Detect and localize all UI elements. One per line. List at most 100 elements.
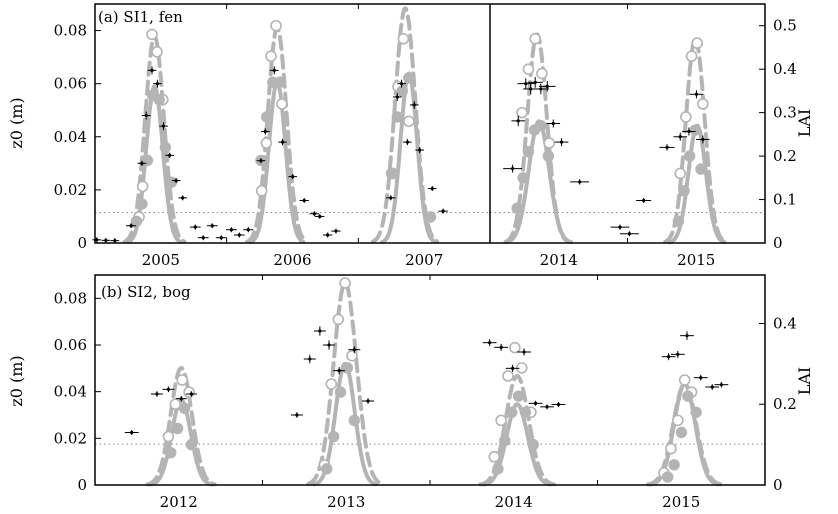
a-seg1-z0-marker-33 <box>412 103 416 107</box>
b-z0-marker-12 <box>488 341 492 345</box>
a-seg2-z0-marker-6 <box>545 84 549 88</box>
b-z0-marker-19 <box>667 355 671 359</box>
a-ytick-right-label-3: 0.3 <box>773 104 797 122</box>
a-seg1-z0-point-36 <box>438 208 448 214</box>
a-seg2-lai-leaf-point-8 <box>691 37 703 49</box>
a-ytick-left-label-1: 0.02 <box>54 181 87 199</box>
a-seg2-z0-point-0 <box>503 164 523 173</box>
a-seg1-z0-point-5 <box>141 111 151 120</box>
a-seg1-lai-vasc-point-12 <box>391 111 403 123</box>
b-year-label-0: 2012 <box>160 493 198 511</box>
a-seg2-z0-point-13 <box>659 144 675 151</box>
a-seg1-lai-leaf-point-1 <box>136 180 149 193</box>
a-seg2-lai-leaf-point-9 <box>697 98 709 110</box>
b-lai-vasc-point-12 <box>512 390 525 402</box>
a-seg2-z0-point-4 <box>527 77 543 88</box>
b-z0-marker-22 <box>699 376 703 380</box>
a-seg2-z0-point-6 <box>538 81 556 92</box>
a-seg1-z0-marker-15 <box>219 236 223 240</box>
a-seg1-z0-marker-32 <box>405 140 409 144</box>
a-seg2-lai-vasc-point-10 <box>695 163 707 175</box>
a-seg1-lai-vasc-point-11 <box>385 167 398 180</box>
a-seg2-lai-model-leaf-curve-1 <box>663 36 728 244</box>
b-z0-marker-17 <box>545 405 549 409</box>
b-lai-leaf-point-0 <box>162 430 175 443</box>
a-seg1-z0-marker-5 <box>144 113 148 118</box>
a-seg1-year-label-1: 2006 <box>273 251 311 269</box>
b-lai-vasc-point-17 <box>675 426 688 439</box>
a-seg1-lai-model-leaf-curve-1 <box>245 25 309 244</box>
a-ytick-left-label-2: 0.04 <box>54 128 87 146</box>
b-lai-leaf-point-16 <box>665 442 677 455</box>
a-seg2-lai-leaf-point-3 <box>536 67 548 80</box>
panel-b-z0 <box>124 326 729 435</box>
b-lai-leaf-point-12 <box>509 341 521 354</box>
a-seg1-z0-point-22 <box>278 138 287 146</box>
a-seg1-z0-marker-18 <box>246 228 250 232</box>
a-seg1-z0-point-6 <box>147 66 157 75</box>
a-seg2-z0-point-10 <box>610 224 630 230</box>
a-seg1-lai-vasc-point-6 <box>165 176 178 188</box>
b-z0-marker-0 <box>130 430 134 435</box>
a-seg1-year-label-2: 2007 <box>405 251 443 269</box>
a-seg2-lai-vasc-point-0 <box>511 202 523 214</box>
b-lai-vasc-point-9 <box>492 463 504 475</box>
a-seg2-lai-leaf-point-6 <box>680 111 692 123</box>
a-seg1-z0-point-13 <box>197 235 209 241</box>
a-seg1-z0-point-24 <box>299 198 309 204</box>
a-seg1-lai-leaf-point-7 <box>260 137 273 149</box>
a-seg2-z0-marker-7 <box>551 121 555 126</box>
a-seg2-z0-point-12 <box>636 198 652 204</box>
b-lai-vasc-point-15 <box>662 471 674 483</box>
panel-a-frame <box>94 3 766 244</box>
a-seg1-z0-point-0 <box>92 237 102 243</box>
a-seg1-z0-marker-30 <box>395 95 399 99</box>
a-seg2-z0-point-7 <box>546 119 561 128</box>
a-seg1-z0-point-9 <box>165 152 174 159</box>
a-ytick-right-label-5: 0.5 <box>773 17 797 35</box>
a-seg1-z0-marker-36 <box>441 209 445 213</box>
panel-b-ticks: 2012 2013 2014 2015 0 0.02 0.04 0.06 0.08 0 0.2 0.4 <box>54 275 797 511</box>
b-ytick-left-label-4: 0.08 <box>54 289 87 307</box>
a-seg2-z0-marker-8 <box>559 140 564 144</box>
a-seg1-z0-point-11 <box>178 195 187 201</box>
a-seg2-lai-vasc-point-8 <box>683 150 696 162</box>
a-seg1-z0-marker-9 <box>168 153 172 157</box>
a-seg1-z0-point-14 <box>206 223 218 229</box>
b-z0-marker-6 <box>308 357 312 361</box>
a-seg1-z0-marker-3 <box>129 224 133 228</box>
a-seg1-z0-point-35 <box>427 186 437 192</box>
b-lai-leaf-point-7 <box>339 277 351 289</box>
b-lai-model-leaf-curve-0 <box>145 365 217 487</box>
b-lai-leaf-point-9 <box>488 450 501 463</box>
b-lai-vasc-point-6 <box>334 386 347 398</box>
a-seg2-z0-marker-11 <box>627 232 631 236</box>
a-seg1-z0-marker-1 <box>104 238 108 242</box>
b-lai-vasc-point-7 <box>341 362 354 374</box>
a-ytick-right-label-0: 0 <box>773 234 783 252</box>
a-seg2-z0-marker-2 <box>524 82 528 86</box>
a-seg1-z0-point-33 <box>409 100 419 109</box>
b-lai-leaf-point-11 <box>502 370 514 382</box>
a-seg2-year-label-0: 2014 <box>540 251 578 269</box>
a-seg2-z0-marker-1 <box>516 119 520 123</box>
a-seg1-z0-point-19 <box>256 158 266 164</box>
b-z0-point-14 <box>505 364 520 372</box>
panel-a-ticks: 2005 2006 2007 2014 2015 0 0.02 0.04 0.06 0.08 0 0.… <box>54 4 797 269</box>
a-seg2-z0-marker-10 <box>618 225 622 229</box>
b-z0-marker-16 <box>533 401 538 405</box>
b-z0-point-4 <box>185 391 197 397</box>
a-seg2-lai-vasc-point-6 <box>672 215 685 227</box>
b-z0-point-10 <box>348 346 361 354</box>
a-seg2-z0-marker-12 <box>642 198 646 203</box>
b-lai-leaf-point-1 <box>169 398 182 411</box>
a-seg1-z0-point-31 <box>397 79 406 88</box>
a-seg1-z0-point-17 <box>233 232 245 238</box>
a-seg1-z0-marker-29 <box>389 196 393 200</box>
b-z0-point-7 <box>313 326 326 336</box>
b-ytick-right-label-1: 0.2 <box>773 395 797 413</box>
b-z0-point-2 <box>162 386 175 393</box>
a-seg1-z0-point-20 <box>260 128 270 135</box>
a-seg2-z0-marker-14 <box>678 135 682 139</box>
a-seg1-z0-point-25 <box>309 211 320 217</box>
